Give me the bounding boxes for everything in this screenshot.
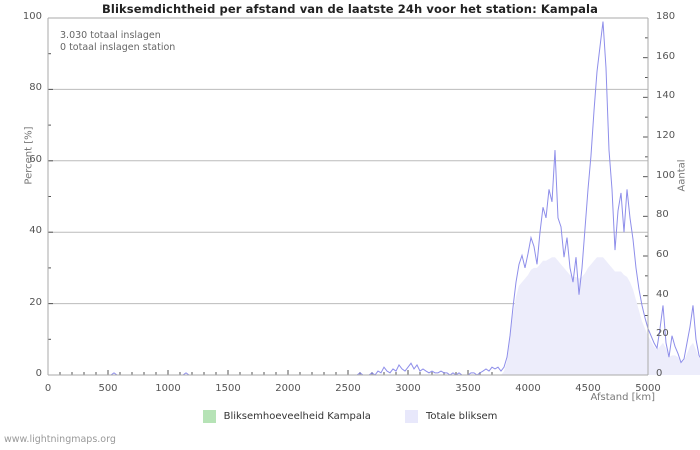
- chart-title: Bliksemdichtheid per afstand van de laat…: [102, 2, 598, 16]
- chart-legend: Bliksemhoeveelheid Kampala Totale bliksem: [0, 410, 700, 423]
- y-right-tick-120: 120: [656, 130, 676, 141]
- legend-swatch-1: [404, 410, 418, 423]
- legend-entry-0[interactable]: Bliksemhoeveelheid Kampala: [202, 410, 371, 423]
- x-tick-500: 500: [98, 383, 118, 394]
- x-tick-1000: 1000: [155, 383, 181, 394]
- legend-entry-1[interactable]: Totale bliksem: [404, 410, 498, 423]
- total-lightning-area: [48, 257, 700, 375]
- x-tick-4000: 4000: [515, 383, 541, 394]
- y-right-tick-160: 160: [656, 50, 676, 62]
- x-tick-3500: 3500: [455, 383, 481, 394]
- y-right-tick-80: 80: [656, 209, 669, 221]
- annotation-total-strikes: 3.030 totaal inslagen: [60, 30, 161, 41]
- x-tick-3000: 3000: [395, 383, 421, 394]
- plot-frame: [47, 17, 649, 376]
- x-tick-1500: 1500: [215, 383, 241, 394]
- y-left-tick-40: 40: [29, 225, 42, 237]
- x-tick-5000: 5000: [635, 383, 661, 394]
- x-tick-0: 0: [44, 383, 52, 394]
- legend-label-0: Bliksemhoeveelheid Kampala: [223, 411, 371, 422]
- x-axis-title: Afstand [km]: [590, 392, 655, 403]
- legend-swatch-0: [202, 410, 216, 423]
- y-left-tick-20: 20: [29, 296, 42, 308]
- y-left-tick-60: 60: [29, 153, 42, 165]
- y-right-tick-40: 40: [656, 288, 669, 300]
- y-right-tick-0: 0: [656, 368, 663, 379]
- y-right-tick-20: 20: [656, 328, 669, 340]
- y-right-tick-140: 140: [656, 90, 676, 102]
- annotation-station-strikes: 0 totaal inslagen station: [60, 42, 176, 53]
- legend-label-1: Totale bliksem: [425, 411, 498, 422]
- x-tick-2500: 2500: [335, 383, 361, 394]
- y-right-tick-60: 60: [656, 249, 669, 260]
- y-right-tick-100: 100: [656, 169, 676, 181]
- footer-url: www.lightningmaps.org: [4, 434, 116, 445]
- y-left-tick-100: 100: [22, 11, 42, 22]
- y-right-tick-180: 180: [656, 11, 676, 22]
- x-tick-4500: 4500: [575, 383, 601, 394]
- y-left-tick-80: 80: [29, 82, 42, 94]
- y-left-tick-0: 0: [35, 368, 42, 379]
- x-tick-2000: 2000: [275, 383, 301, 394]
